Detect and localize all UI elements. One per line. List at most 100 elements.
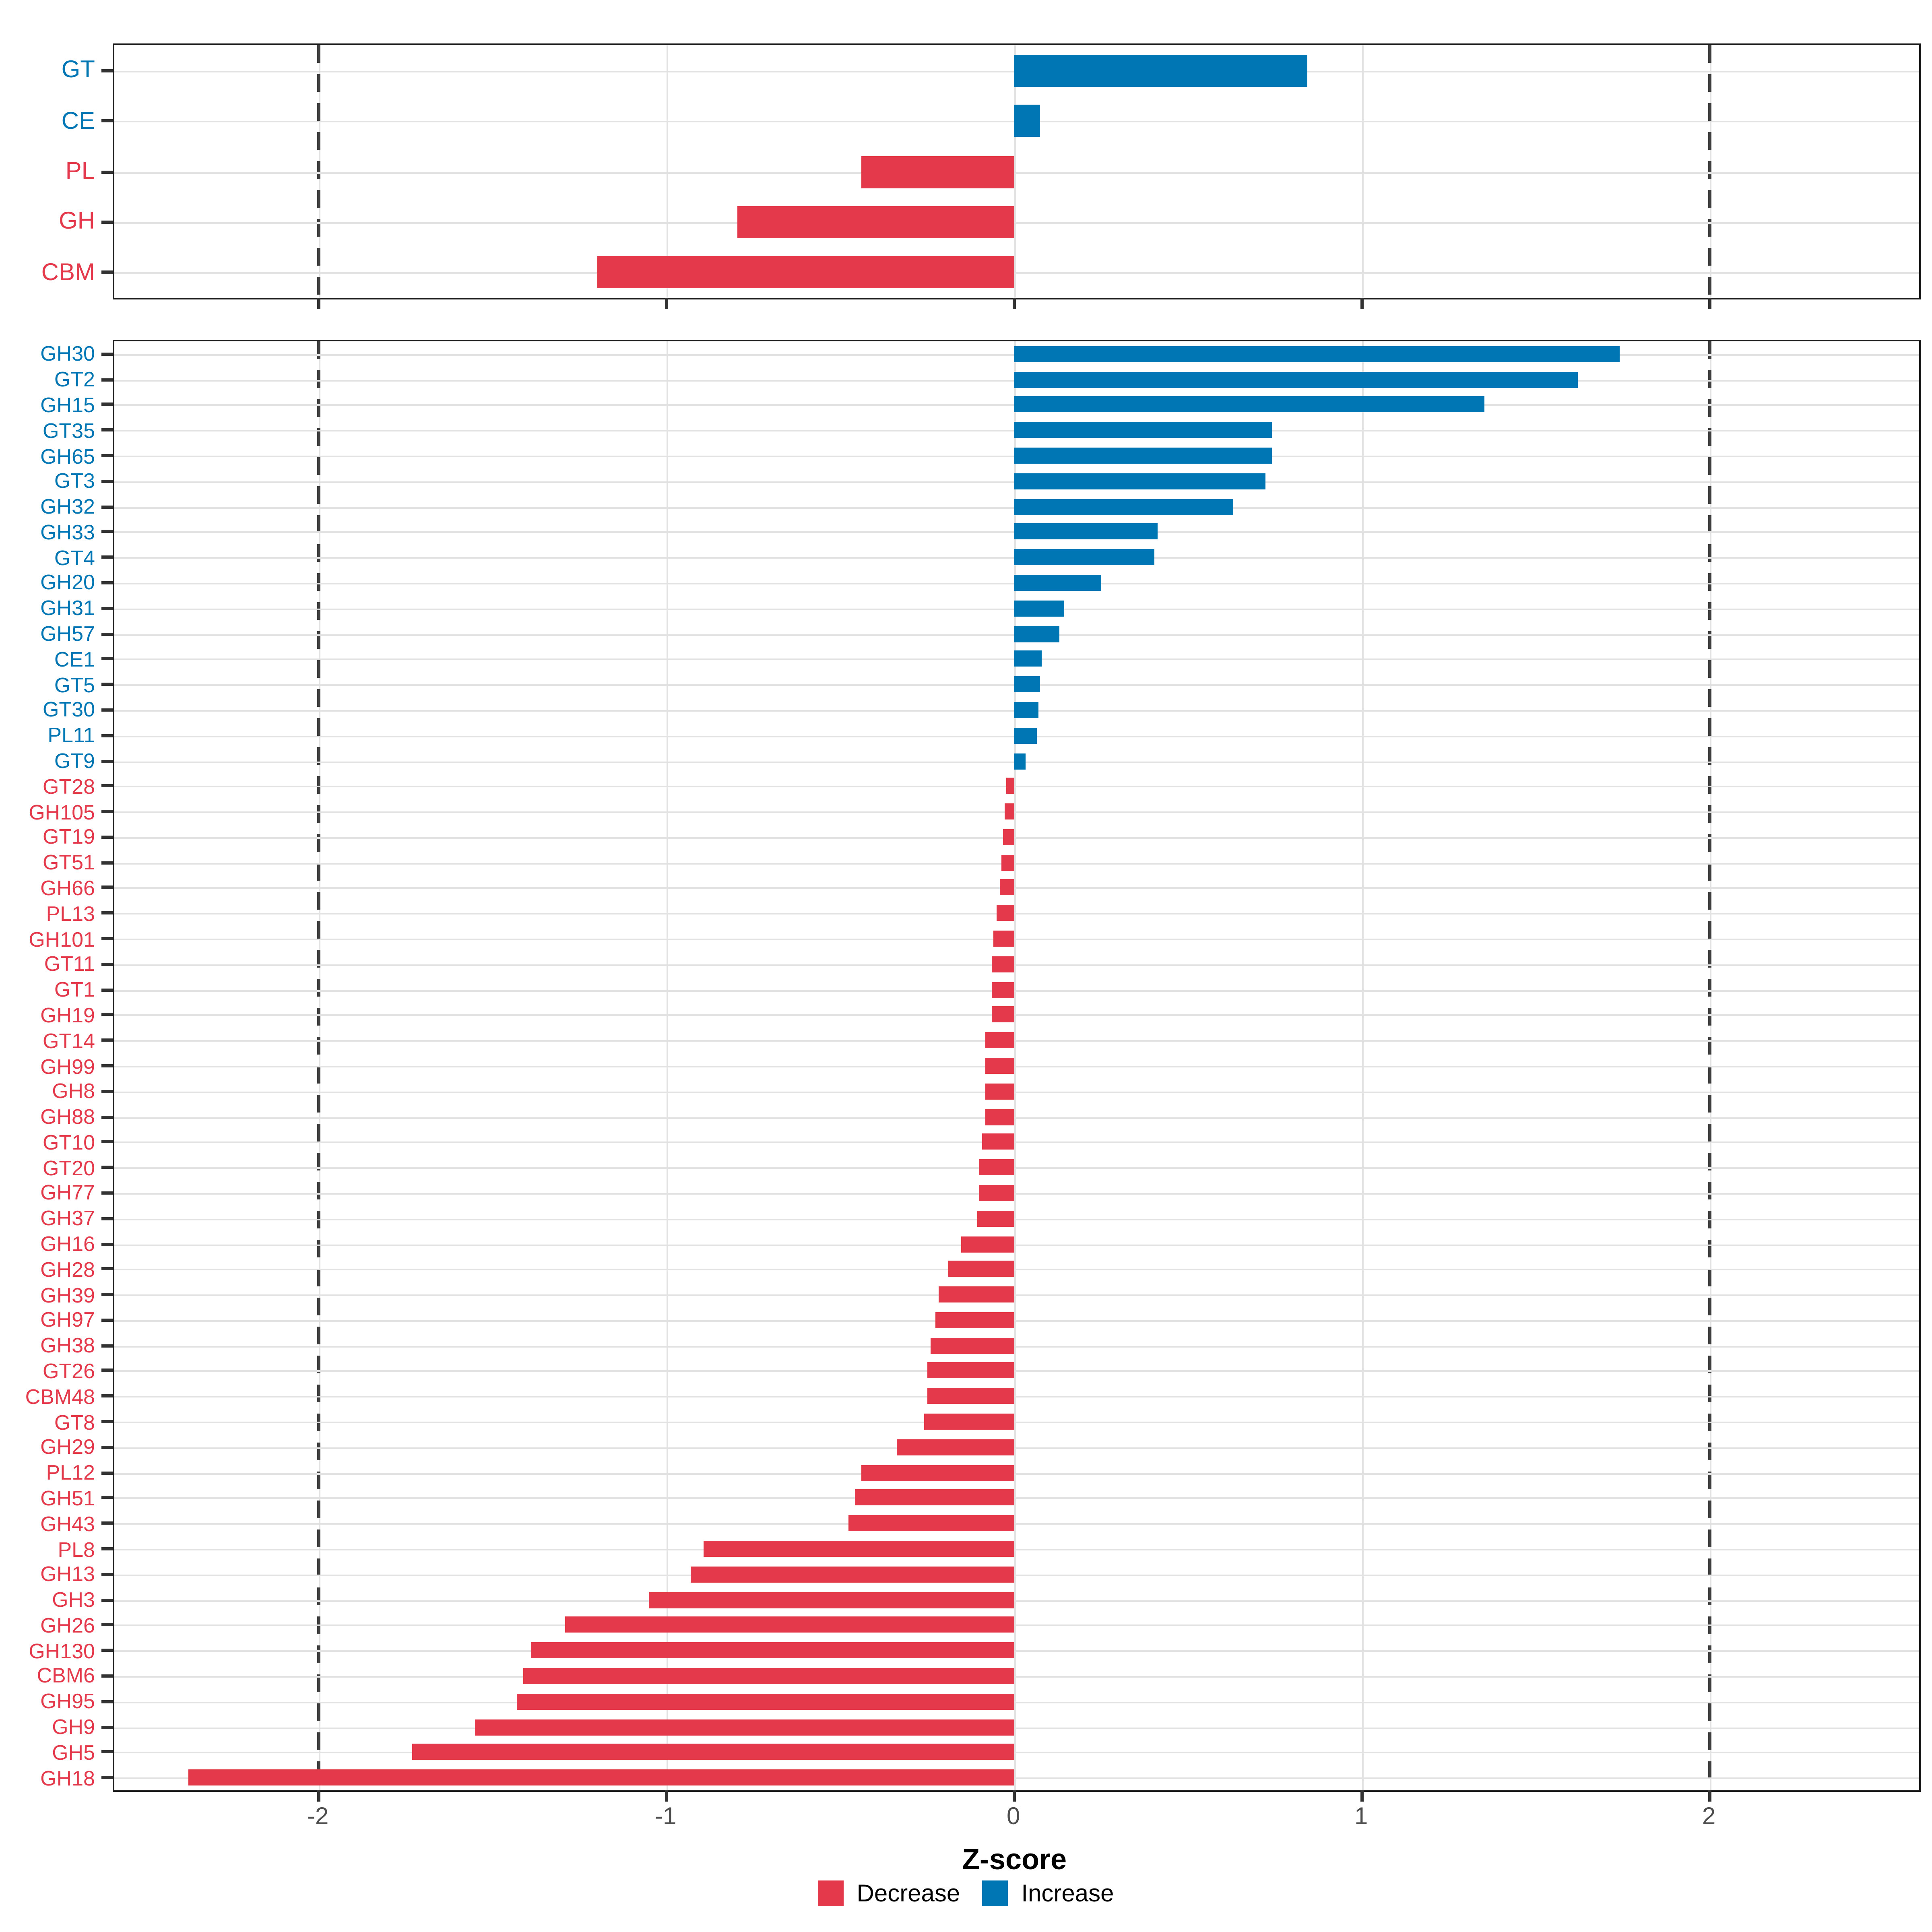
category-tick: [101, 170, 113, 173]
category-label: CE1: [54, 647, 95, 671]
category-tick: [101, 1191, 113, 1195]
bar: [1001, 854, 1015, 871]
gridline-horizontal: [114, 939, 1919, 941]
category-tick: [101, 1166, 113, 1169]
category-tick: [101, 429, 113, 432]
bar: [861, 1464, 1015, 1481]
gridline-horizontal: [114, 1320, 1919, 1322]
x-axis-tick-label: 1: [1354, 1803, 1368, 1831]
category-label: PL12: [46, 1460, 95, 1485]
category-tick: [101, 1750, 113, 1754]
category-label: GH37: [40, 1206, 95, 1230]
gridline-horizontal: [114, 1600, 1919, 1602]
category-tick: [101, 530, 113, 534]
category-tick: [101, 657, 113, 661]
bar: [935, 1312, 1015, 1328]
category-label: GH77: [40, 1181, 95, 1205]
category-tick: [101, 271, 113, 275]
category-label: GH130: [29, 1638, 95, 1663]
category-label: CBM: [41, 259, 95, 287]
bar: [188, 1769, 1015, 1786]
category-label: GH18: [40, 1765, 95, 1790]
gridline-horizontal: [114, 1167, 1919, 1169]
gridline-horizontal: [114, 786, 1919, 788]
category-label: GH39: [40, 1282, 95, 1307]
bar: [978, 1159, 1015, 1176]
category-tick: [101, 1013, 113, 1017]
bar: [949, 1261, 1015, 1278]
gridline-horizontal: [114, 171, 1919, 173]
category-tick: [101, 1115, 113, 1119]
x-axis-title: Z-score: [962, 1843, 1067, 1876]
bar: [930, 1337, 1015, 1354]
gridline-horizontal: [114, 811, 1919, 813]
bar: [737, 206, 1015, 238]
category-label: GH105: [29, 799, 95, 824]
bar: [1015, 727, 1037, 743]
category-tick: [101, 1445, 113, 1449]
legend-label: Increase: [1021, 1880, 1114, 1907]
category-tick: [101, 1369, 113, 1373]
bar: [413, 1744, 1015, 1761]
category-label: GH99: [40, 1054, 95, 1078]
category-tick: [101, 1267, 113, 1271]
gridline-horizontal: [114, 1498, 1919, 1500]
category-label: GH16: [40, 1232, 95, 1256]
x-axis-tick-label: -1: [655, 1803, 677, 1831]
category-tick: [101, 759, 113, 763]
x-axis-tick: [1013, 298, 1017, 309]
category-label: GT3: [54, 469, 95, 493]
bar: [862, 155, 1015, 188]
x-axis-tick: [665, 298, 669, 309]
category-tick: [101, 1547, 113, 1550]
gridline-horizontal: [114, 1040, 1919, 1042]
gridline-horizontal: [114, 1091, 1919, 1093]
category-label: GH5: [52, 1740, 95, 1765]
gridline-horizontal: [114, 1422, 1919, 1424]
category-label: GT26: [42, 1358, 95, 1383]
bar: [991, 981, 1015, 998]
bar: [691, 1566, 1015, 1583]
bar: [1015, 651, 1041, 667]
gridline-horizontal: [114, 888, 1919, 890]
gridline-horizontal: [114, 1650, 1919, 1652]
category-label: GH95: [40, 1689, 95, 1713]
x-axis: -2 -1 0 1 2: [113, 1805, 1918, 1834]
category-tick: [101, 1471, 113, 1474]
category-tick: [101, 962, 113, 966]
bar: [1015, 549, 1154, 566]
bar: [925, 1414, 1015, 1430]
category-label: GT14: [42, 1028, 95, 1053]
category-tick: [101, 1216, 113, 1220]
category-label: GT2: [54, 367, 95, 392]
x-axis-tick-label: 0: [1006, 1803, 1020, 1831]
gridline-horizontal: [114, 272, 1919, 275]
category-tick: [101, 1318, 113, 1322]
gridline-horizontal: [114, 1701, 1919, 1703]
category-label: GT28: [42, 774, 95, 799]
category-tick: [101, 1140, 113, 1144]
gridline-horizontal: [114, 1015, 1919, 1017]
category-label: GT10: [42, 1130, 95, 1154]
category-label: CBM6: [37, 1664, 95, 1688]
x-axis-tick: [665, 1790, 669, 1802]
category-label: PL13: [46, 901, 95, 925]
category-label: GH29: [40, 1435, 95, 1459]
bar: [517, 1693, 1015, 1709]
bar: [986, 1058, 1015, 1074]
bar: [986, 1083, 1015, 1100]
category-tick: [101, 555, 113, 559]
bar: [1015, 498, 1234, 515]
panel-cazy-families: GH30 GT2 GH15 GT35 GH65 GT3 GH32 GH33 GT4 GH20 GH3…: [25, 340, 1921, 1802]
gridline-horizontal: [114, 913, 1919, 915]
category-tick: [101, 988, 113, 991]
category-tick: [101, 378, 113, 381]
bar: [1015, 600, 1064, 617]
gridline-horizontal: [114, 1193, 1919, 1195]
bar: [986, 1032, 1015, 1049]
category-tick: [101, 1242, 113, 1246]
category-label: GT20: [42, 1155, 95, 1180]
bar: [1015, 574, 1102, 591]
bar: [991, 1007, 1015, 1023]
